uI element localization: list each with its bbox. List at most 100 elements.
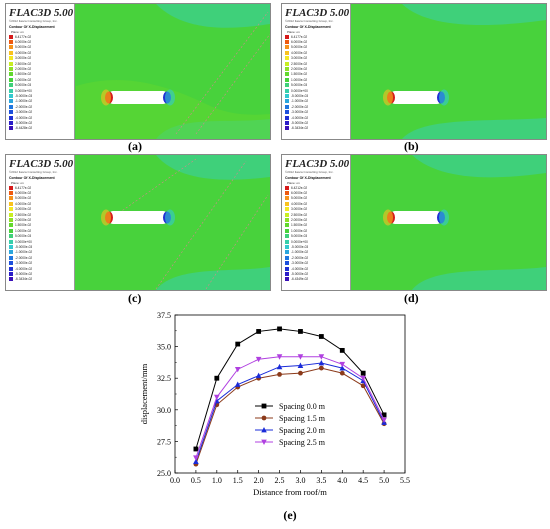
displacement-line-chart: 0.0 0.5 1.0 1.5 2.0 2.5 3.0 3.5 4.0 4.5 5.0 5.5 25.0… [139,311,410,522]
legend-value: -2.0000e-02 [15,255,33,260]
contour-panel-b: FLAC3D 5.00 ©2012 Itasca Consulting Grou… [281,3,547,140]
copyright-text: ©2012 Itasca Consulting Group, Inc. [9,19,58,23]
legend-level: 1.0000e-02 [9,228,74,233]
legend-value: 4.0000e-02 [291,201,308,206]
legend-value: 2.0000e-02 [15,67,32,72]
legend-value: 4.0000e-02 [15,50,32,55]
legend-swatch [9,255,13,260]
legend-swatch [9,67,13,72]
legend-level: 4.0000e-02 [285,201,350,206]
legend-value: -3.0000e-02 [291,261,309,266]
legend-level: 5.0000e-03 [9,83,74,88]
legend-level: 6.4177e-02 [285,34,350,39]
legend-swatch [9,207,13,212]
legend-value: 4.0000e-02 [291,50,308,55]
legend-level: -2.0000e-02 [285,104,350,109]
plane-label: Plane: on [287,181,300,185]
legend-level: -6.3434e-02 [9,277,74,282]
legend-levels: 6.4177e-02 6.0000e-02 5.0000e-02 4.0000e-02… [6,34,74,131]
legend-value: 0.0000e+00 [291,88,308,93]
contour-legend: FLAC3D 5.00 ©2012 Itasca Consulting Grou… [6,4,75,139]
data-point [261,415,267,421]
panel-label-d: (d) [404,291,419,305]
legend-level: 2.0000e-02 [9,66,74,72]
legend-swatch [285,212,289,217]
legend-level: 2.5000e-02 [9,212,74,217]
legend-level: 5.0000e-02 [9,45,74,50]
legend-value: 3.0000e-02 [291,56,308,61]
legend-swatch [285,40,289,45]
legend-value: 5.0000e-02 [291,45,308,50]
legend-value: -4.0000e-02 [291,266,309,271]
legend-swatch [9,45,13,50]
legend-level: -1.0000e-02 [285,250,350,255]
legend-level: -2.0000e-02 [285,255,350,260]
legend-level: 0.0000e+00 [285,239,350,244]
legend-level: 6.4177e-02 [9,185,74,190]
legend-level: 5.0000e-03 [285,83,350,88]
data-point [261,403,267,409]
data-point [193,458,199,465]
legend-value: -4.0000e-02 [15,115,33,120]
legend-levels: 6.4177e-02 6.0000e-02 5.0000e-02 4.0000e-02… [282,34,350,131]
contour-title: Contour Of X-Displacement [9,176,55,180]
legend-swatch [285,61,289,66]
legend-swatch [9,88,13,93]
panel-label-b: (b) [404,139,419,153]
legend-level: -4.0000e-02 [285,266,350,271]
y-tick-label: 35.0 [157,343,171,352]
legend-level: 2.5000e-02 [9,61,74,66]
x-tick-label: 1.5 [233,476,243,485]
legend-value: 2.5000e-02 [291,212,308,217]
legend-swatch [9,201,13,206]
legend-level: 4.0000e-02 [9,201,74,206]
x-tick-label: 0.5 [191,476,201,485]
legend-value: 0.0000e+00 [291,239,308,244]
legend-level: -6.4428e-02 [9,126,74,131]
legend-value: 2.0000e-02 [15,218,32,223]
data-point [381,417,387,423]
legend-value: -1.0000e-02 [15,99,33,104]
legend-value: 1.5000e-02 [291,223,308,228]
contour-legend: FLAC3D 5.00 ©2012 Itasca Consulting Grou… [282,155,351,290]
legend-swatch [285,196,289,201]
legend-swatch [9,185,13,190]
data-point [255,356,262,363]
legend-value: -3.0000e-02 [15,261,33,266]
legend-swatch [9,218,13,223]
legend-value: -5.0000e-02 [15,120,33,125]
legend-level: -3.0000e-02 [9,109,74,115]
copyright-text: ©2012 Itasca Consulting Group, Inc. [285,19,334,23]
contour-panel-c: FLAC3D 5.00 ©2012 Itasca Consulting Grou… [5,154,271,291]
plane-label: Plane: on [287,30,300,34]
data-point [276,363,283,370]
y-tick-label: 30.0 [157,406,171,415]
data-point [339,347,345,353]
legend-level: 5.0000e-02 [9,196,74,201]
legend-swatch [285,223,289,228]
legend-level: 1.5000e-02 [285,223,350,228]
legend-swatch [285,266,289,271]
legend-swatch [9,120,13,125]
x-tick-label: 3.0 [295,476,305,485]
legend-level: -4.0000e-02 [285,115,350,120]
legend-swatch [9,244,13,249]
legend-swatch [285,191,289,196]
legend-swatch [9,56,13,61]
legend-value: -5.0000e-03 [291,244,309,249]
contour-title: Contour Of X-Displacement [285,25,331,29]
legend-value: -4.0000e-02 [15,266,33,271]
legend-value: 6.0000e-02 [291,191,308,196]
legend-level: -5.0000e-02 [9,271,74,276]
series-line [195,328,385,450]
data-point [297,362,304,368]
x-tick-label: 3.5 [316,476,326,485]
series-line [195,356,385,458]
legend-value: 1.5000e-02 [15,72,32,77]
legend-value: -4.0000e-02 [291,115,309,120]
legend-level: 5.0000e-02 [285,196,350,201]
panel-label-e: (e) [283,508,296,522]
legend-levels: 6.4212e-02 6.0000e-02 5.0000e-02 4.0000e-02… [282,185,350,282]
legend-level: -5.0000e-03 [285,93,350,98]
legend-swatch [9,223,13,228]
